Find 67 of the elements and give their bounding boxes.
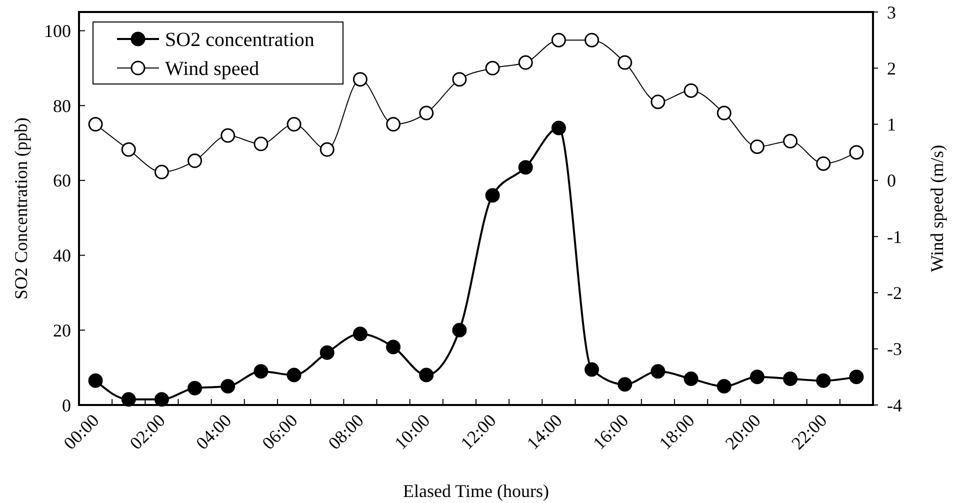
- point: [286, 368, 302, 382]
- point: [419, 368, 434, 382]
- point: [154, 392, 169, 407]
- y2-tick-label: -1: [887, 226, 902, 247]
- point: [352, 72, 368, 87]
- point: [750, 370, 764, 384]
- y-axis-title: SO2 Concentration (ppb): [11, 118, 31, 300]
- legend-label: SO2 concentration: [165, 29, 314, 51]
- legend-label: Wind speed: [165, 58, 260, 80]
- point: [352, 326, 368, 342]
- point: [220, 379, 236, 394]
- point: [518, 55, 533, 70]
- point: [816, 156, 831, 171]
- point: [320, 142, 334, 157]
- point: [618, 55, 632, 70]
- point: [518, 160, 533, 175]
- point: [783, 134, 798, 148]
- point: [320, 345, 334, 360]
- x-axis-title: Elased Time (hours): [403, 481, 549, 501]
- y-tick-label: 80: [53, 96, 71, 116]
- y2-tick-label: -2: [887, 283, 902, 304]
- point: [88, 117, 103, 132]
- point: [254, 364, 268, 379]
- point: [750, 140, 764, 154]
- point: [154, 164, 169, 180]
- point: [618, 377, 632, 392]
- point: [254, 136, 268, 152]
- point: [650, 94, 666, 110]
- point: [188, 154, 202, 168]
- y-tick-label: 20: [53, 320, 71, 340]
- point: [452, 72, 467, 87]
- point: [188, 380, 202, 396]
- point: [220, 128, 236, 143]
- point: [551, 32, 566, 48]
- y2-tick-label: 1: [887, 114, 896, 135]
- point: [551, 120, 566, 136]
- y-tick-label: 0: [62, 395, 71, 416]
- point: [783, 372, 798, 386]
- point: [816, 373, 831, 388]
- point: [452, 322, 467, 338]
- y2-tick-label: 0: [887, 170, 896, 191]
- point: [286, 117, 302, 132]
- point: [386, 117, 401, 132]
- y2-tick-label: -3: [887, 339, 902, 360]
- y-tick-label: 100: [44, 21, 71, 42]
- y2-axis-title: Wind speed (m/s): [927, 144, 947, 272]
- point: [485, 60, 500, 76]
- point: [584, 362, 600, 377]
- point: [485, 188, 500, 203]
- point: [716, 379, 732, 394]
- point: [650, 364, 666, 379]
- y2-tick-label: 3: [887, 2, 896, 22]
- point: [684, 83, 698, 98]
- y2-tick-label: 2: [887, 58, 896, 78]
- point: [419, 106, 434, 120]
- y2-tick-label: -4: [887, 395, 902, 416]
- point: [849, 145, 864, 160]
- point: [121, 142, 136, 157]
- y-tick-label: 40: [53, 246, 71, 266]
- point: [386, 340, 401, 354]
- point: [849, 370, 864, 384]
- point: [684, 372, 698, 386]
- point: [716, 106, 732, 120]
- point: [584, 32, 600, 48]
- point: [121, 392, 136, 407]
- point: [88, 373, 103, 388]
- y-tick-label: 60: [53, 170, 71, 191]
